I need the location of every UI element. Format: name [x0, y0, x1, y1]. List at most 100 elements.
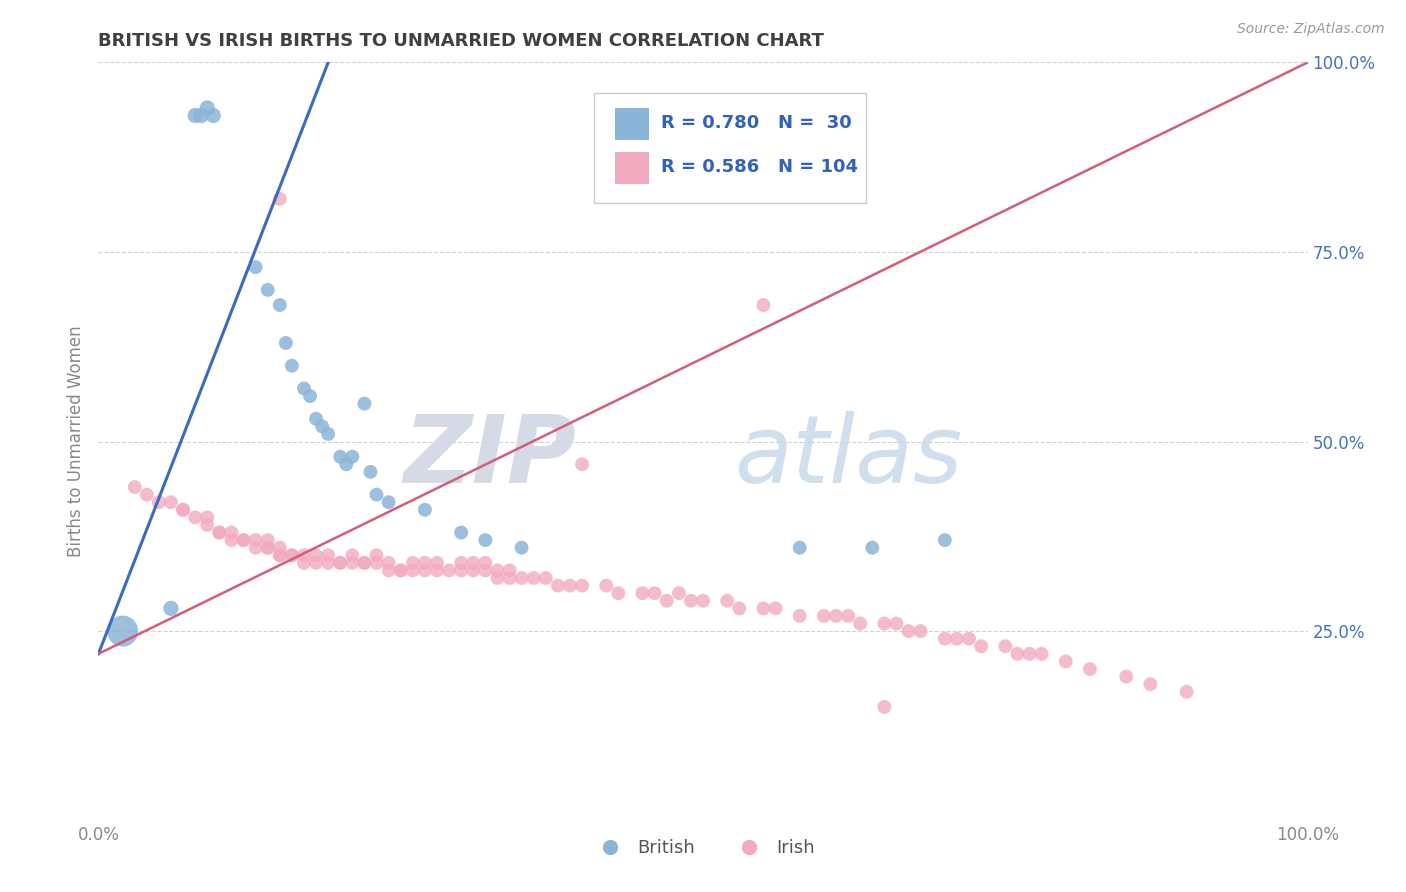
Point [813, 608, 835, 623]
Point [256, 541, 278, 555]
Point [765, 601, 787, 615]
Point [269, 298, 291, 312]
Point [849, 616, 872, 631]
Point [353, 396, 375, 410]
Point [124, 480, 146, 494]
Point [208, 525, 231, 540]
Point [957, 632, 980, 646]
Point [305, 412, 328, 426]
Point [1115, 669, 1137, 683]
Point [873, 699, 896, 714]
Point [534, 571, 557, 585]
Point [413, 564, 436, 578]
Point [463, 564, 485, 578]
Point [934, 632, 956, 646]
Text: R = 0.586   N = 104: R = 0.586 N = 104 [661, 158, 858, 176]
Point [190, 108, 212, 122]
Point [160, 495, 183, 509]
Point [281, 548, 304, 563]
Point [595, 579, 617, 593]
Point [292, 382, 315, 396]
Point [202, 108, 225, 122]
Y-axis label: Births to Unmarried Women: Births to Unmarried Women [66, 326, 84, 558]
Point [498, 571, 520, 585]
Point [644, 586, 666, 600]
Point [474, 533, 496, 548]
Point [195, 101, 218, 115]
Point [377, 556, 399, 570]
Point [245, 260, 267, 275]
Point [135, 487, 157, 501]
Point [256, 283, 278, 297]
Point [269, 548, 291, 563]
Point [335, 458, 357, 472]
Point [486, 571, 509, 585]
Point [1018, 647, 1040, 661]
Point [946, 632, 969, 646]
Point [148, 495, 170, 509]
Point [728, 601, 751, 615]
Point [292, 556, 315, 570]
Point [631, 586, 654, 600]
Text: Source: ZipAtlas.com: Source: ZipAtlas.com [1237, 22, 1385, 37]
Point [897, 624, 920, 639]
Point [426, 564, 449, 578]
Point [353, 556, 375, 570]
Point [329, 450, 352, 464]
Point [329, 556, 352, 570]
Point [299, 389, 322, 403]
Point [789, 541, 811, 555]
Point [716, 594, 738, 608]
Point [498, 564, 520, 578]
Point [281, 359, 304, 373]
Point [860, 541, 883, 555]
Point [316, 556, 339, 570]
Point [474, 564, 496, 578]
Point [450, 556, 472, 570]
Point [353, 556, 375, 570]
Point [305, 548, 328, 563]
Point [389, 564, 412, 578]
Point [450, 564, 472, 578]
Text: atlas: atlas [734, 411, 962, 502]
Point [366, 556, 388, 570]
Point [269, 192, 291, 206]
Point [1007, 647, 1029, 661]
Point [184, 108, 207, 122]
Point [413, 556, 436, 570]
Point [910, 624, 932, 639]
Point [1078, 662, 1101, 676]
Point [679, 594, 702, 608]
Point [692, 594, 714, 608]
Point [402, 556, 425, 570]
Point [1175, 685, 1198, 699]
Legend: British, Irish: British, Irish [585, 832, 821, 864]
Point [360, 465, 382, 479]
Point [1054, 655, 1077, 669]
Point [172, 503, 194, 517]
Point [789, 608, 811, 623]
Point [377, 564, 399, 578]
Point [221, 533, 243, 548]
Point [366, 487, 388, 501]
Point [160, 601, 183, 615]
Point [873, 616, 896, 631]
Point [221, 525, 243, 540]
Point [558, 579, 581, 593]
Point [111, 624, 134, 639]
Point [970, 639, 993, 653]
Point [571, 579, 593, 593]
Text: R = 0.780   N =  30: R = 0.780 N = 30 [661, 114, 852, 132]
Point [886, 616, 908, 631]
Point [329, 556, 352, 570]
Point [256, 541, 278, 555]
Point [245, 533, 267, 548]
Point [377, 495, 399, 509]
Point [825, 608, 848, 623]
Point [402, 564, 425, 578]
Point [316, 427, 339, 442]
Point [256, 533, 278, 548]
Point [413, 503, 436, 517]
Point [366, 548, 388, 563]
Point [474, 556, 496, 570]
